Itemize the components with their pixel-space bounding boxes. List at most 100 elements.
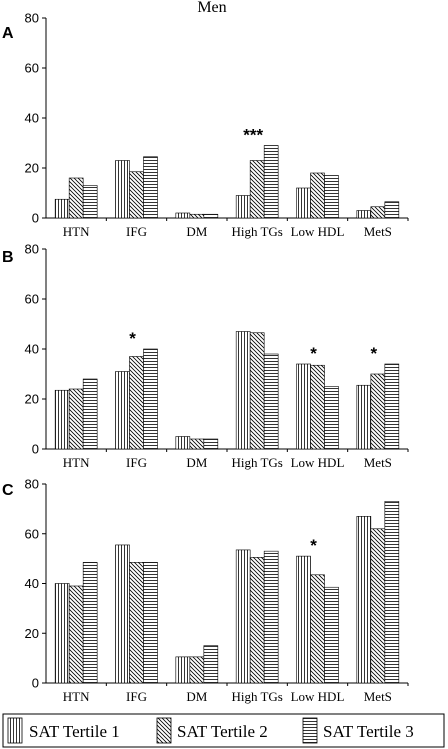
legend-label-tertile-1: SAT Tertile 1 — [29, 722, 120, 741]
figure-title: Men — [197, 0, 226, 16]
bar-b-tertile-2-htn — [68, 388, 84, 450]
bar-a-tertile-1-ifg — [115, 160, 130, 219]
bar-b-tertile-2-mets — [370, 373, 386, 450]
bar-a-tertile-1-low-hdl — [296, 187, 311, 219]
y-tick-label: 40 — [25, 342, 39, 357]
bar-b-tertile-2-ifg — [129, 356, 144, 450]
x-tick-label: High TGs — [231, 455, 282, 470]
chart-panel-b: 0 20 40 60 80 HTN IFG DM High TGs Low HDL MetS * * * — [25, 242, 409, 470]
bar-b-tertile-1-ifg — [115, 371, 130, 450]
bar-c-tertile-2-low-hdl — [310, 574, 325, 684]
bar-c-tertile-3-ifg — [143, 562, 158, 684]
bar-c-tertile-2-htn — [68, 585, 84, 684]
y-tick-label: 80 — [25, 242, 39, 257]
bar-a-tertile-1-high-tgs — [235, 195, 251, 219]
bar-b-tertile-1-dm — [175, 436, 191, 450]
legend-swatch-tertile-2 — [156, 717, 172, 744]
legend-swatch-tertile-3 — [302, 717, 318, 744]
bar-a-tertile-3-ifg — [143, 156, 158, 219]
y-tick-label: 20 — [25, 161, 39, 176]
significance-marker: * — [310, 536, 317, 555]
y-tick-label: 0 — [32, 676, 39, 691]
x-tick-label: DM — [186, 689, 207, 704]
x-tick-label: Low HDL — [291, 689, 345, 704]
x-tick-label: HTN — [63, 689, 90, 704]
significance-marker: *** — [243, 126, 263, 145]
bar-c-tertile-1-htn — [54, 583, 70, 684]
bar-b-tertile-3-dm — [203, 438, 219, 450]
bar-b-tertile-3-low-hdl — [324, 386, 339, 450]
bar-c-tertile-1-high-tgs — [235, 549, 251, 684]
y-tick-label: 20 — [25, 626, 39, 641]
bar-b-tertile-2-dm — [189, 438, 205, 450]
x-tick-label: MetS — [364, 689, 392, 704]
bar-a-tertile-2-ifg — [129, 171, 144, 219]
bar-c-tertile-3-mets — [384, 501, 400, 684]
bar-b-tertile-1-high-tgs — [235, 331, 251, 450]
y-tick-label: 80 — [25, 11, 39, 26]
y-tick-label: 20 — [25, 392, 39, 407]
x-tick-label: MetS — [364, 455, 392, 470]
bar-b-tertile-1-htn — [54, 389, 70, 450]
bar-c-tertile-3-high-tgs — [263, 550, 279, 684]
bar-b-tertile-3-mets — [384, 363, 400, 450]
legend-label-tertile-3: SAT Tertile 3 — [323, 722, 414, 741]
significance-marker: * — [371, 344, 378, 363]
bar-c-tertile-2-ifg — [129, 562, 144, 684]
bar-b-tertile-3-high-tgs — [263, 353, 279, 450]
bar-c-tertile-2-mets — [370, 528, 386, 684]
bar-c-tertile-1-mets — [356, 516, 372, 684]
bar-a-tertile-2-htn — [68, 177, 84, 219]
y-tick-label: 40 — [25, 111, 39, 126]
bar-a-tertile-3-htn — [82, 185, 98, 219]
bar-a-tertile-1-dm — [175, 212, 191, 219]
legend-swatch-tertile-1 — [7, 717, 23, 744]
legend: SAT Tertile 1 SAT Tertile 2 SAT Tertile … — [2, 713, 445, 748]
x-tick-label: Low HDL — [291, 224, 345, 239]
x-tick-label: DM — [186, 224, 207, 239]
x-tick-label: Low HDL — [291, 455, 345, 470]
bar-c-tertile-2-high-tgs — [249, 557, 265, 684]
significance-marker: * — [129, 329, 136, 348]
x-tick-label: DM — [186, 455, 207, 470]
legend-item-tertile-2: SAT Tertile 2 — [156, 717, 268, 744]
significance-marker: * — [310, 344, 317, 363]
y-tick-label: 0 — [32, 442, 39, 457]
bar-c-tertile-1-low-hdl — [296, 555, 311, 684]
x-tick-label: High TGs — [231, 224, 282, 239]
legend-frame — [2, 713, 445, 748]
y-tick-label: 40 — [25, 576, 39, 591]
y-tick-label: 0 — [32, 211, 39, 226]
bar-b-tertile-2-high-tgs — [249, 332, 265, 450]
bar-b-tertile-2-low-hdl — [310, 364, 325, 450]
bar-a-tertile-3-dm — [203, 213, 219, 219]
legend-item-tertile-1: SAT Tertile 1 — [7, 717, 120, 744]
y-tick-label: 60 — [25, 292, 39, 307]
bar-c-tertile-1-ifg — [115, 544, 130, 684]
bar-c-tertile-3-low-hdl — [324, 586, 339, 684]
bar-a-tertile-2-low-hdl — [310, 172, 325, 219]
x-tick-label: IFG — [126, 689, 147, 704]
bar-b-tertile-3-htn — [82, 378, 98, 450]
panel-label-b: B — [2, 249, 14, 266]
bar-a-tertile-3-high-tgs — [263, 145, 279, 219]
y-tick-label: 60 — [25, 61, 39, 76]
bar-a-tertile-2-dm — [189, 213, 205, 219]
y-tick-label: 60 — [25, 526, 39, 541]
panel-label-c: C — [2, 482, 14, 499]
x-tick-label: MetS — [364, 224, 392, 239]
legend-label-tertile-2: SAT Tertile 2 — [177, 722, 268, 741]
bar-a-tertile-2-mets — [370, 206, 386, 219]
bar-c-tertile-2-dm — [189, 656, 205, 684]
bar-c-tertile-3-dm — [203, 645, 219, 684]
bar-a-tertile-3-mets — [384, 201, 400, 219]
x-tick-label: High TGs — [231, 689, 282, 704]
legend-item-tertile-3: SAT Tertile 3 — [302, 717, 414, 744]
bar-c-tertile-1-dm — [175, 656, 191, 684]
x-tick-label: IFG — [126, 224, 147, 239]
bar-a-tertile-1-htn — [54, 198, 70, 219]
bar-a-tertile-3-low-hdl — [324, 175, 339, 219]
bar-b-tertile-1-mets — [356, 384, 372, 450]
x-tick-label: IFG — [126, 455, 147, 470]
